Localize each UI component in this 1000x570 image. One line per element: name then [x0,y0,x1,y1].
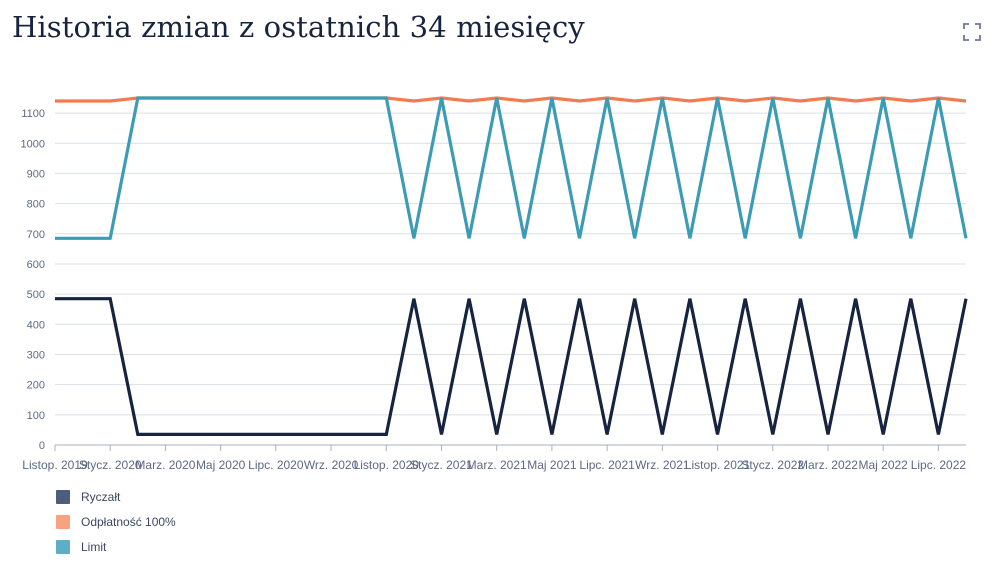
x-tick-label: Lipc. 2022 [911,458,967,472]
x-tick-label: Stycz. 2021 [410,458,473,472]
x-tick-label: Listop. 2020 [354,458,420,472]
x-tick-label: Stycz. 2022 [741,458,804,472]
y-tick-label: 0 [39,440,45,452]
y-tick-label: 300 [27,349,45,361]
x-tick-label: Marz. 2021 [467,458,527,472]
legend-label: Limit [81,539,107,554]
series-line-2 [55,96,968,240]
legend-item[interactable]: Ryczałt [56,484,176,509]
series-lines [55,96,968,436]
page-title: Historia zmian z ostatnich 34 miesięcy [12,10,585,44]
y-tick-label: 200 [27,380,45,392]
y-tick-label: 800 [27,199,45,211]
legend-item[interactable]: Limit [56,534,176,559]
legend: Ryczałt Odpłatność 100% Limit [56,484,176,559]
y-tick-label: 700 [27,229,45,241]
y-tick-label: 1000 [21,138,45,150]
x-tick-label: Lipc. 2021 [579,458,635,472]
x-tick-label: Wrz. 2020 [304,458,359,472]
x-tick-label: Maj 2021 [527,458,577,472]
line-chart: 0 100 200 300 400 500 600 700 800 900 1000 1100 Lis… [21,96,968,472]
legend-swatch [56,539,70,554]
x-tick-label: Stycz. 2020 [79,458,142,472]
x-tick-label: Lipc. 2020 [248,458,304,472]
x-tick-label: Maj 2020 [196,458,246,472]
legend-label: Ryczałt [81,489,121,504]
x-tick-label: Listop. 2021 [685,458,751,472]
x-tick-label: Maj 2022 [858,458,908,472]
series-line-0 [55,297,968,436]
fullscreen-icon[interactable] [962,22,982,42]
y-tick-label: 1100 [21,108,45,120]
y-axis: 0 100 200 300 400 500 600 700 800 900 1000 1100 [21,108,45,452]
x-tick-label: Listop. 2019 [22,458,88,472]
legend-swatch [56,514,70,529]
y-tick-label: 900 [27,168,45,180]
legend-label: Odpłatność 100% [81,514,176,529]
y-tick-label: 500 [27,289,45,301]
x-tick-label: Wrz. 2021 [635,458,690,472]
y-tick-label: 600 [27,259,45,271]
x-tick-label: Marz. 2020 [135,458,195,472]
y-tick-label: 400 [27,319,45,331]
legend-item[interactable]: Odpłatność 100% [56,509,176,534]
x-tick-label: Marz. 2022 [798,458,858,472]
legend-swatch [56,489,70,504]
y-tick-label: 100 [27,410,45,422]
